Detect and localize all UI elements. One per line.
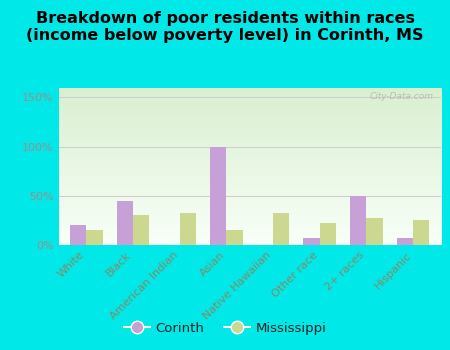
Bar (226, 230, 243, 245)
Bar (413, 220, 429, 245)
Bar (70, 225, 86, 245)
Bar (273, 212, 289, 245)
Bar (86, 230, 103, 245)
Bar (117, 201, 133, 245)
Legend: Corinth, Mississippi: Corinth, Mississippi (118, 316, 332, 340)
Bar (303, 238, 320, 245)
Bar (210, 147, 226, 245)
Bar (366, 218, 382, 245)
Bar (320, 223, 336, 245)
Text: City-Data.com: City-Data.com (369, 92, 433, 101)
Bar (397, 238, 413, 245)
Text: Breakdown of poor residents within races
(income below poverty level) in Corinth: Breakdown of poor residents within races… (26, 10, 424, 43)
Bar (350, 196, 366, 245)
Bar (180, 212, 196, 245)
Bar (133, 216, 149, 245)
